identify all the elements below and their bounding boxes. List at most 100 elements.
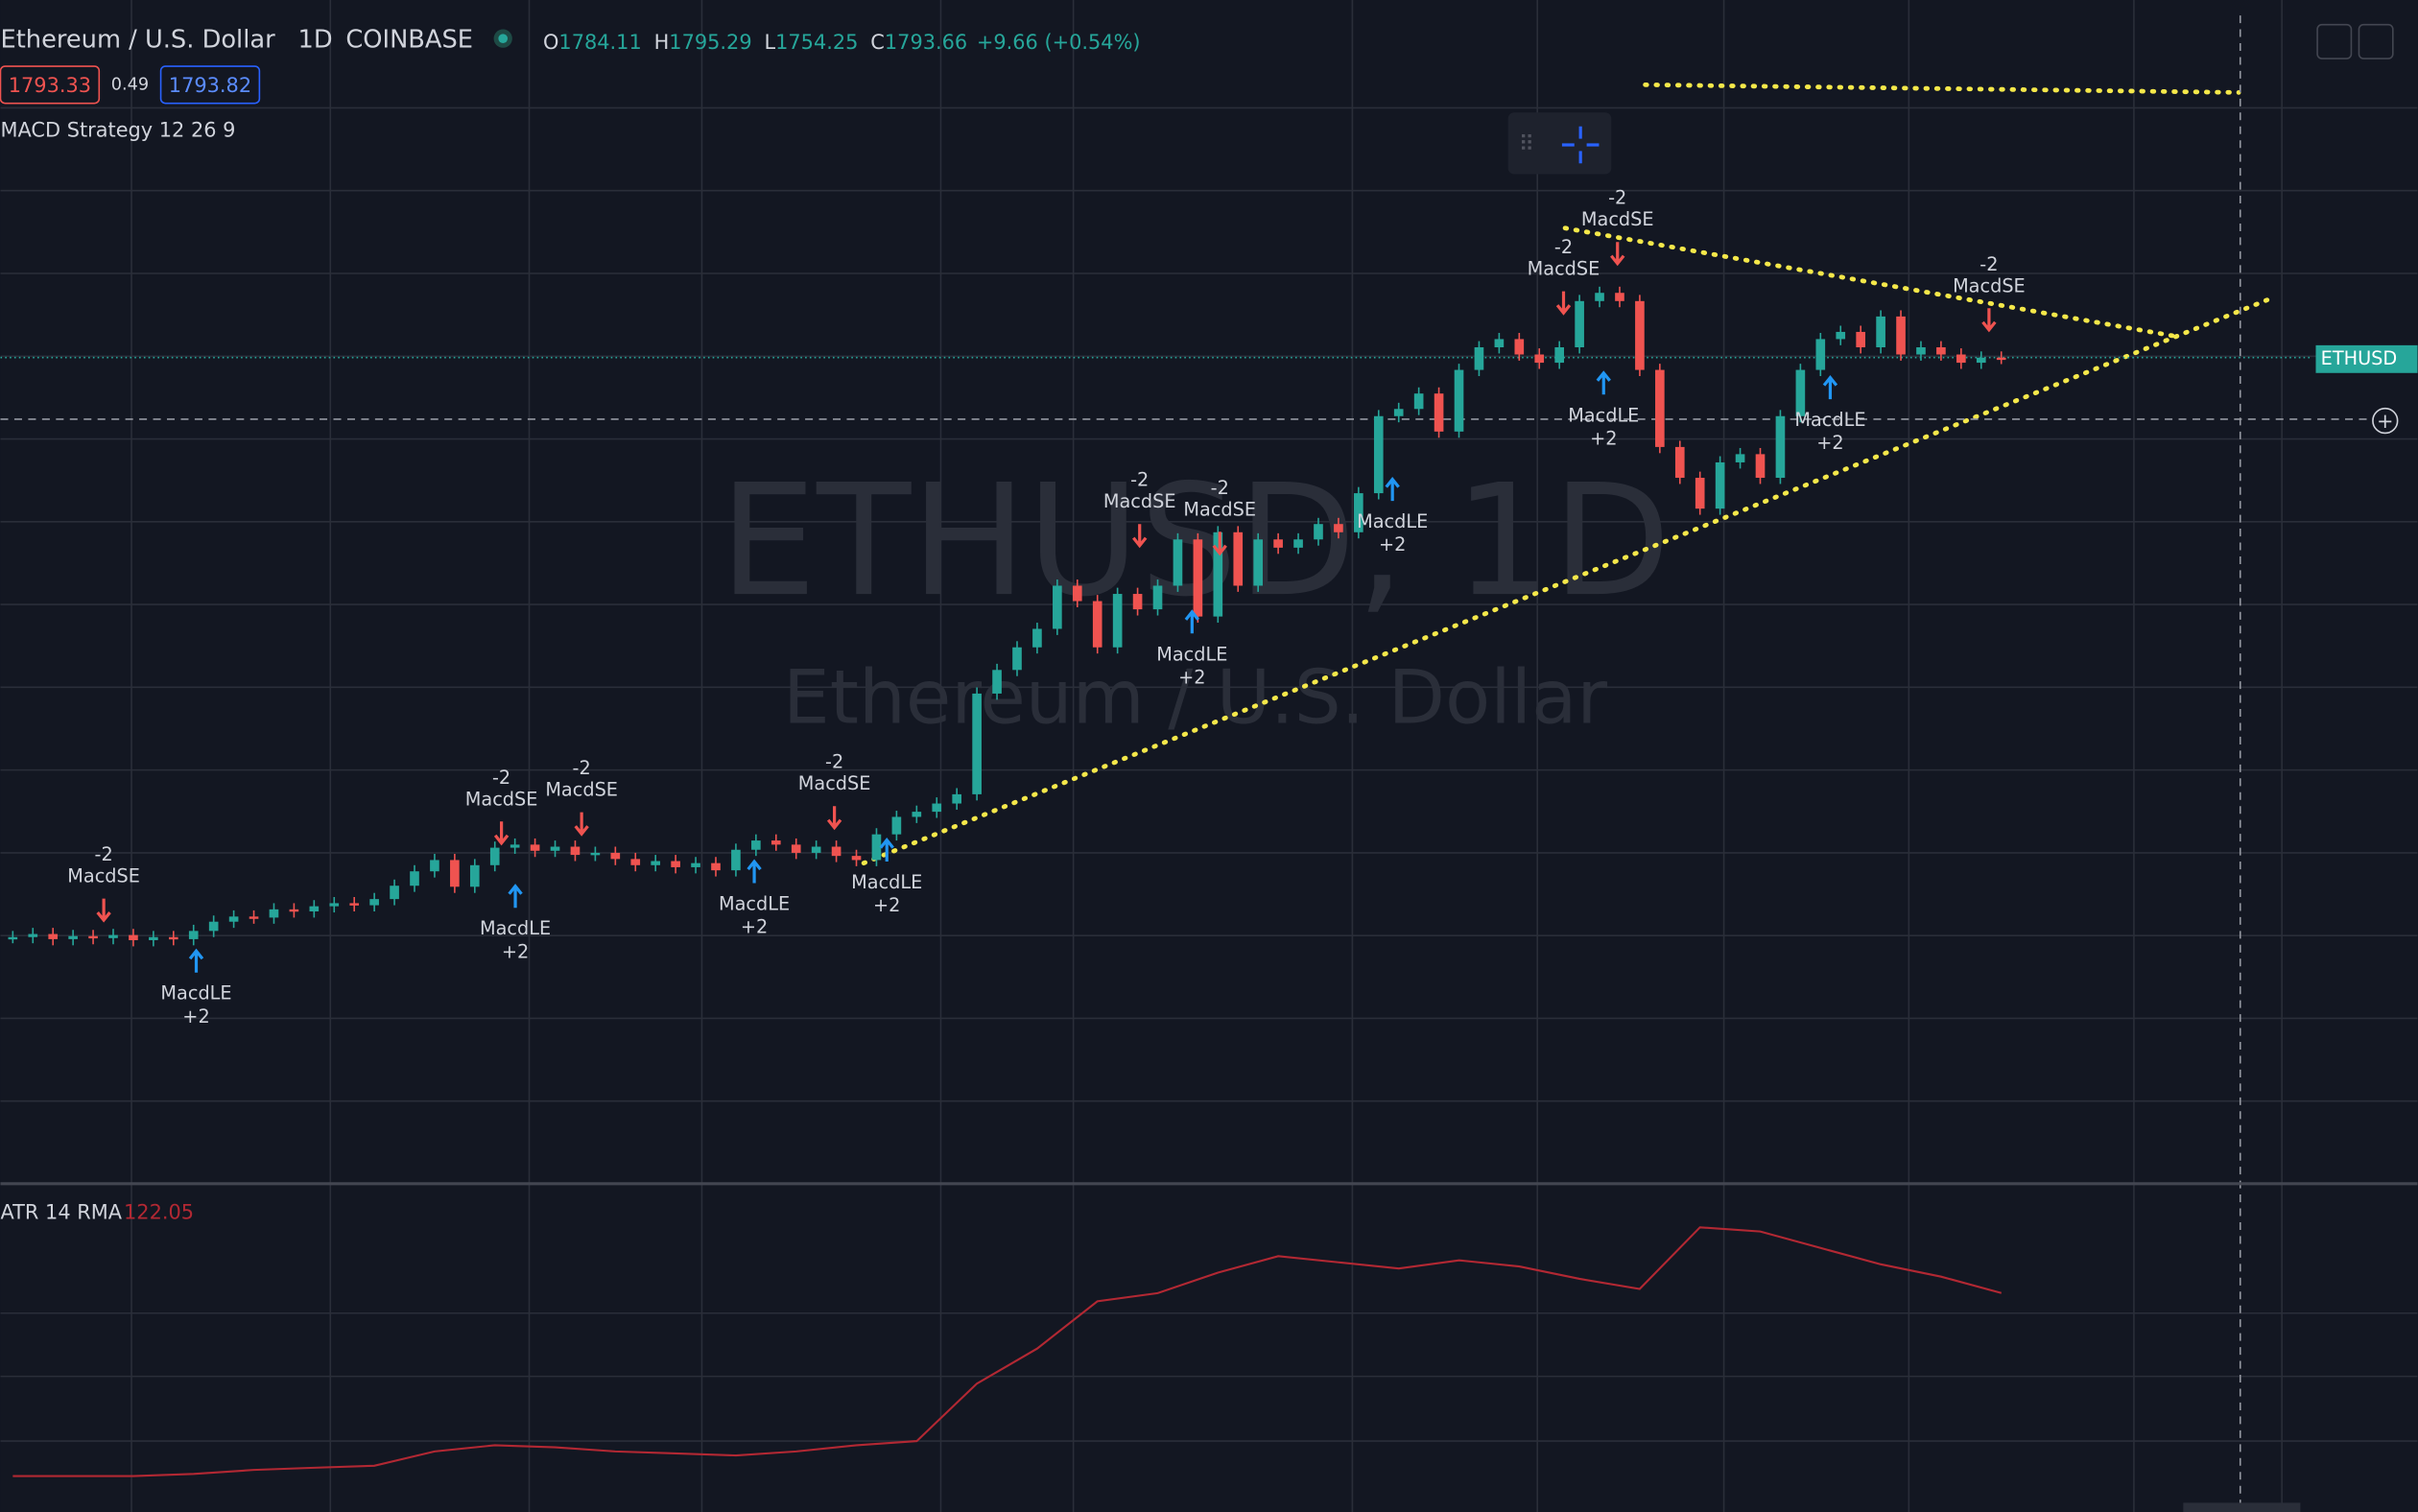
candle xyxy=(972,693,982,794)
short-arrow xyxy=(96,898,111,923)
candle xyxy=(1213,532,1223,617)
candles xyxy=(8,286,2006,947)
candle xyxy=(28,933,38,937)
signal-qty: +2 xyxy=(1816,432,1843,454)
candle xyxy=(1032,628,1042,648)
short-arrow xyxy=(1981,308,1997,333)
candle xyxy=(1876,316,1885,348)
candle xyxy=(1635,300,1645,370)
candle xyxy=(68,935,78,939)
trend-line xyxy=(1643,82,2241,95)
signal-name: MacdSE xyxy=(545,779,618,801)
long-arrow xyxy=(508,884,523,909)
atr-line xyxy=(12,1226,2003,1477)
add-button[interactable] xyxy=(2372,407,2399,435)
ask-box[interactable] xyxy=(159,65,261,105)
signal-qty: -2 xyxy=(1608,187,1626,209)
bid-box[interactable] xyxy=(0,65,101,105)
candle xyxy=(751,840,761,850)
candle xyxy=(1715,461,1725,509)
ask[interactable]: 1793.82 xyxy=(169,74,251,97)
long-arrow xyxy=(1822,375,1838,400)
candle xyxy=(228,916,239,922)
short-arrow xyxy=(826,806,842,831)
scrollbar[interactable] xyxy=(2183,1502,2301,1512)
candle xyxy=(1314,524,1323,540)
bid[interactable]: 1793.33 xyxy=(9,74,91,97)
signal-qty: +2 xyxy=(182,1005,209,1028)
drag-handle[interactable]: ⠿ xyxy=(1519,132,1534,157)
candle xyxy=(1575,300,1584,348)
candle xyxy=(1615,293,1624,301)
candle xyxy=(1976,357,1986,364)
ohlc-value: 1795.29 xyxy=(669,31,751,54)
signal-qty: -2 xyxy=(1130,469,1149,491)
candle xyxy=(1354,493,1363,532)
candle xyxy=(1393,409,1404,416)
ohlc-key: O xyxy=(543,31,558,54)
short-arrow xyxy=(1555,291,1572,316)
signal-name: MacdSE xyxy=(67,865,140,887)
candle xyxy=(1474,347,1484,370)
strategy-label: MACD Strategy 12 26 9 xyxy=(0,119,235,142)
candle xyxy=(149,936,158,940)
candle xyxy=(1695,478,1705,509)
atr-pane xyxy=(12,1226,2003,1477)
interval: 1D xyxy=(298,25,333,54)
candle xyxy=(1273,539,1283,548)
signal-name: MacdLE xyxy=(480,917,551,939)
candle xyxy=(691,862,700,867)
signal-name: MacdLE xyxy=(1156,643,1227,665)
candle xyxy=(1836,331,1846,340)
ohlc-value: 1793.66 xyxy=(885,31,967,54)
download-button[interactable] xyxy=(2316,23,2353,59)
ohlc-value: 1784.11 xyxy=(558,31,641,54)
candle xyxy=(1514,339,1525,355)
signal-qty: +2 xyxy=(1590,427,1617,449)
signal-qty: -2 xyxy=(1554,236,1573,258)
candle xyxy=(952,793,962,804)
signal-name: MacdLE xyxy=(1794,409,1865,431)
drawing-toolbar[interactable] xyxy=(1507,112,1612,175)
symbol: Ethereum / U.S. Dollar xyxy=(0,25,275,54)
candle xyxy=(891,816,902,835)
price-tag-box xyxy=(2315,344,2418,373)
candle xyxy=(711,862,721,871)
candle xyxy=(1856,331,1865,348)
long-arrow xyxy=(879,837,894,862)
signal-qty: -2 xyxy=(573,757,591,779)
add-icon[interactable]: + xyxy=(2377,410,2394,433)
fullscreen-button[interactable] xyxy=(2358,23,2394,59)
signal-name: MacdSE xyxy=(1103,490,1176,512)
watermark-subtitle: Ethereum / U.S. Dollar xyxy=(783,655,1607,742)
signal-qty: +2 xyxy=(741,916,768,938)
short-arrow xyxy=(493,821,510,846)
candle xyxy=(1012,647,1022,671)
candle xyxy=(1534,354,1545,364)
candle xyxy=(1233,532,1244,586)
candle xyxy=(871,834,882,861)
candle xyxy=(129,934,138,940)
signal-qty: -2 xyxy=(492,767,510,789)
long-arrow xyxy=(188,948,204,973)
signal-name: MacdLE xyxy=(719,893,790,915)
candle xyxy=(1454,369,1464,432)
candle xyxy=(992,670,1002,694)
candle xyxy=(168,936,178,940)
candle xyxy=(731,849,741,871)
candle xyxy=(1936,347,1946,355)
ohlc-value: 1754.25 xyxy=(775,31,858,54)
price-tag: ETHUSD xyxy=(2321,347,2398,369)
candle xyxy=(1795,369,1806,416)
candle xyxy=(1173,539,1183,586)
candle xyxy=(1152,585,1163,610)
candle xyxy=(630,859,641,865)
long-arrow xyxy=(1385,477,1400,502)
crosshair-tool[interactable] xyxy=(1561,126,1600,164)
trend-line xyxy=(861,296,2272,866)
candle xyxy=(1413,393,1424,410)
candle xyxy=(1655,369,1665,447)
trend-lines xyxy=(861,82,2272,866)
